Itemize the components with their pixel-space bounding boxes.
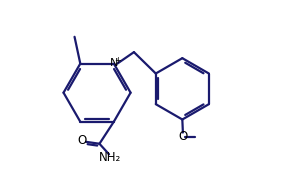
Text: O: O (77, 134, 86, 147)
Text: N: N (110, 58, 118, 68)
Text: NH₂: NH₂ (99, 151, 122, 164)
Text: O: O (178, 130, 187, 143)
Text: +: + (114, 56, 121, 65)
